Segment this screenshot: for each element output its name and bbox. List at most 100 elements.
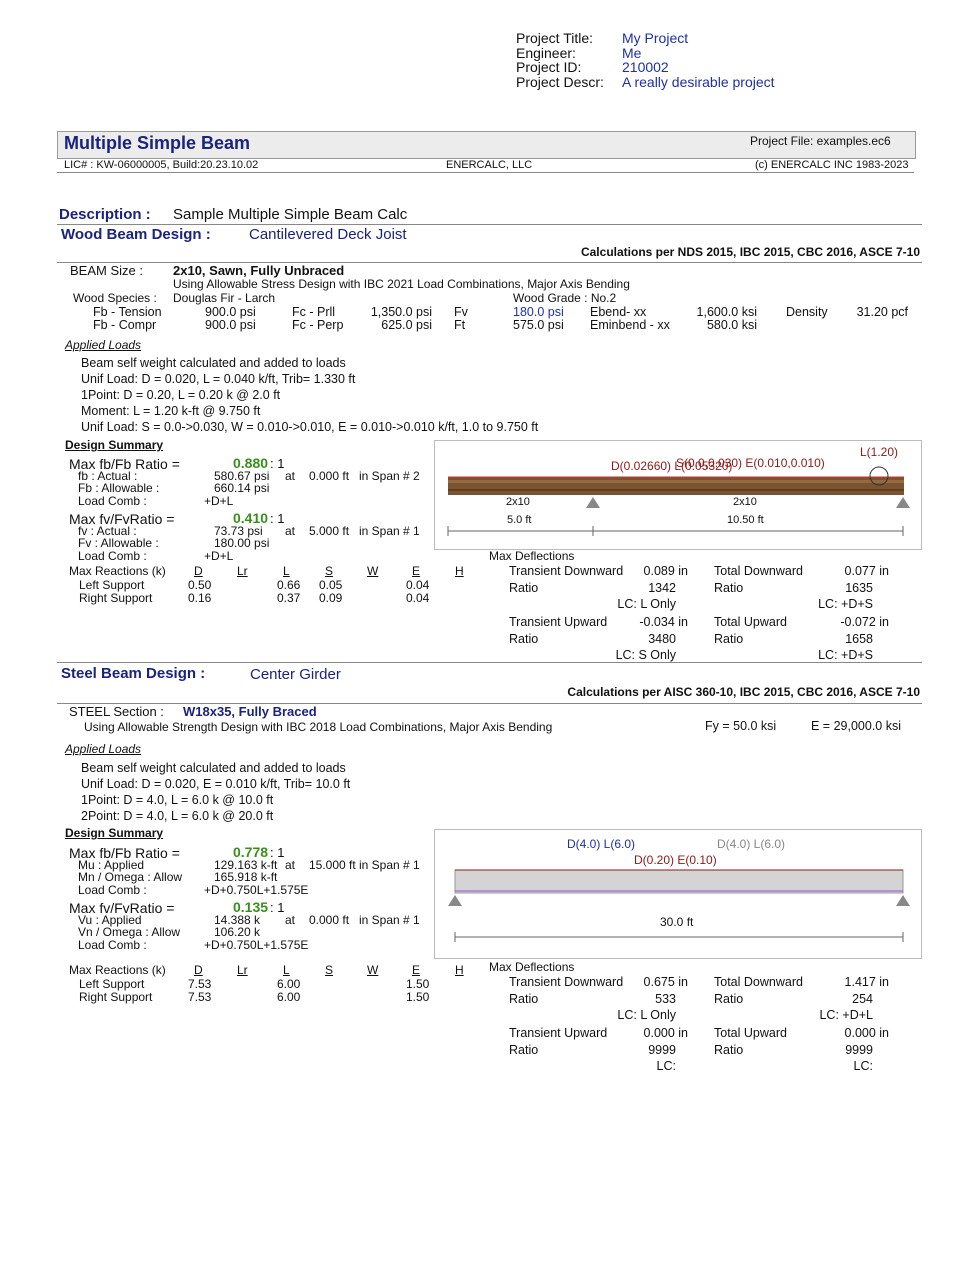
reaction-header: E [412, 564, 421, 578]
diagram-label: S(0.0,0.030) E(0.010,0.010) [676, 456, 825, 470]
design-method: Using Allowable Strength Design with IBC… [84, 720, 553, 734]
load-combination: LC: +D+S [818, 648, 873, 662]
design-summary-label: Design Summary [65, 826, 164, 840]
reaction-value: 1.50 [406, 990, 430, 1004]
load-combination: LC: +D+L [819, 1008, 873, 1022]
actual-value: 14.388 k [214, 913, 261, 927]
reaction-header: S [325, 564, 334, 578]
species: Douglas Fir - Larch [173, 291, 276, 305]
reaction-value: 0.50 [188, 578, 212, 592]
deflection-value: 1.417 in [844, 975, 889, 989]
allow-value: 180.00 psi [214, 536, 270, 550]
ratio-label: Ratio [509, 992, 539, 1006]
diagram-label: 5.0 ft [507, 514, 532, 526]
deflection-value: -0.072 in [840, 615, 889, 629]
actual-label: Vu : Applied [78, 913, 142, 927]
ratio-value: 0.135 [233, 899, 269, 915]
ratio-value: 0.778 [233, 844, 269, 860]
comb-label: Load Comb : [78, 883, 147, 897]
design-method: Using Allowable Stress Design with IBC 2… [173, 277, 630, 291]
deflection-label: Total Upward [714, 615, 787, 629]
document-title: Multiple Simple Beam [64, 133, 251, 153]
actual-label: fv : Actual : [78, 524, 137, 538]
actual-label: Mu : Applied [78, 858, 145, 872]
ratio-label: Max fb/Fb Ratio = [69, 845, 180, 861]
reaction-header: Lr [237, 963, 248, 977]
deflection-label: Total Downward [714, 564, 803, 578]
actual-value: 73.73 psi [214, 524, 263, 538]
property: Fc - Perp [292, 318, 344, 332]
copyright: (c) ENERCALC INC 1983-2023 [755, 159, 909, 171]
yield-strength: Fy = 50.0 ksi [705, 719, 777, 733]
diagram-label: D(4.0) L(6.0) [567, 837, 636, 851]
property: Fb - Compr [93, 318, 157, 332]
ratio-suffix: : 1 [270, 511, 285, 526]
description-text: Sample Multiple Simple Beam Calc [173, 206, 408, 223]
span: in Span # 1 [359, 524, 420, 538]
ratio-value: 533 [655, 992, 676, 1006]
reaction-value: 6.00 [277, 977, 301, 991]
deflection-value: 0.675 in [643, 975, 688, 989]
calcs-basis: Calculations per NDS 2015, IBC 2015, CBC… [580, 245, 920, 259]
rule [57, 172, 914, 173]
species-label: Wood Species : [73, 291, 157, 305]
allow-label: Vn / Omega : Allow [78, 925, 181, 939]
ratio-suffix: : 1 [270, 845, 285, 860]
property: 900.0 psi [205, 318, 256, 332]
diagram-label: 2x10 [506, 496, 530, 508]
diagram-label: 10.50 ft [727, 514, 764, 526]
property: 625.0 psi [381, 318, 432, 332]
ratio-label: Ratio [714, 992, 744, 1006]
load: 1Point: D = 4.0, L = 6.0 k @ 10.0 ft [81, 793, 274, 807]
property: 180.0 psi [513, 305, 564, 319]
span: in Span # 1 [359, 913, 420, 927]
load: Unif Load: D = 0.020, L = 0.040 k/ft, Tr… [81, 372, 356, 386]
ratio-value: 9999 [648, 1043, 676, 1057]
section-heading: Steel Beam Design : [61, 665, 206, 682]
location: 5.000 ft [309, 524, 350, 538]
deflections-label: Max Deflections [489, 549, 575, 563]
support-name: Left Support [79, 977, 145, 991]
reaction-value: 0.37 [277, 591, 301, 605]
header-value: My Project [622, 30, 689, 46]
reaction-header: H [455, 963, 464, 977]
property: 900.0 psi [205, 305, 256, 319]
header-label: Engineer: [516, 45, 576, 61]
load: Moment: L = 1.20 k-ft @ 9.750 ft [81, 404, 261, 418]
deflection-value: 0.077 in [844, 564, 889, 578]
reactions-label: Max Reactions (k) [69, 564, 166, 578]
property: 1,350.0 psi [370, 305, 432, 319]
rule [57, 703, 922, 704]
ratio-label: Max fb/Fb Ratio = [69, 456, 180, 472]
ratio-value: 1635 [845, 581, 873, 595]
wood-diagram [434, 440, 922, 550]
rule [57, 662, 922, 663]
applied-loads-label: Applied Loads [65, 742, 142, 756]
ratio-label: Ratio [714, 581, 744, 595]
section-label: STEEL Section : [69, 704, 164, 719]
rule [57, 224, 922, 225]
load: Unif Load: D = 0.020, E = 0.010 k/ft, Tr… [81, 777, 351, 791]
header-label: Project ID: [516, 59, 582, 75]
comb-label: Load Comb : [78, 549, 147, 563]
deflection-label: Transient Downward [509, 975, 624, 989]
allow-value: 106.20 k [214, 925, 261, 939]
ratio-value: 9999 [845, 1043, 873, 1057]
at: at [285, 524, 296, 538]
banner [57, 131, 916, 159]
reaction-header: D [194, 963, 203, 977]
at: at [285, 858, 296, 872]
load: Beam self weight calculated and added to… [81, 761, 346, 775]
reaction-header: W [367, 963, 379, 977]
location: 0.000 ft [309, 913, 350, 927]
comb-value: +D+L [204, 549, 234, 563]
location: 0.000 ft [309, 469, 350, 483]
calcs-basis: Calculations per AISC 360-10, IBC 2015, … [567, 685, 920, 699]
ratio-value: 254 [852, 992, 873, 1006]
allow-label: Mn / Omega : Allow [78, 870, 183, 884]
deflection-label: Transient Upward [509, 615, 608, 629]
diagram-label: 2x10 [733, 496, 757, 508]
at: at [285, 913, 296, 927]
reaction-header: L [283, 963, 290, 977]
